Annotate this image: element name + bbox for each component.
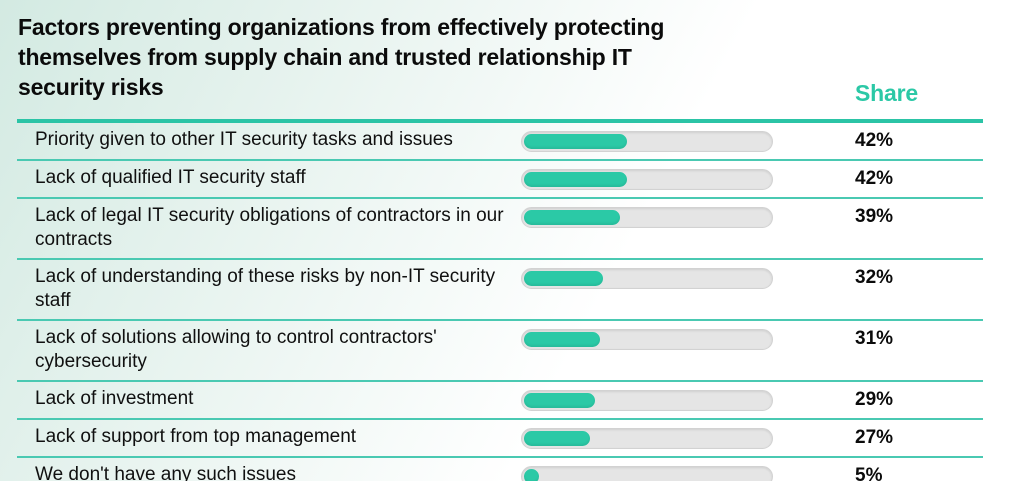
bar-track — [521, 169, 773, 190]
bar-fill — [524, 469, 539, 481]
bar-fill — [524, 134, 628, 149]
table-row: Lack of understanding of these risks by … — [17, 260, 983, 321]
bar-cell — [521, 387, 773, 411]
share-column-header: Share — [855, 80, 918, 106]
share-value: 42% — [855, 130, 894, 151]
factor-label: Lack of understanding of these risks by … — [35, 266, 496, 311]
bar-track — [521, 329, 773, 350]
bar-track — [521, 131, 773, 152]
factor-label: Lack of investment — [35, 388, 194, 409]
share-value: 29% — [855, 389, 894, 410]
bar-track — [521, 268, 773, 289]
factor-label: Lack of solutions allowing to control co… — [35, 327, 437, 372]
bar-track — [521, 428, 773, 449]
factor-label: Lack of legal IT security obligations of… — [35, 205, 504, 250]
factor-label: Lack of qualified IT security staff — [35, 167, 306, 188]
page-title: Factors preventing organizations from ef… — [18, 14, 665, 100]
bar-cell — [521, 166, 773, 190]
factor-label: Priority given to other IT security task… — [35, 129, 453, 150]
table-row: Lack of support from top management 27% — [17, 420, 983, 458]
share-value: 42% — [855, 168, 894, 189]
table-row: Priority given to other IT security task… — [17, 123, 983, 161]
bar-track — [521, 466, 773, 481]
bar-cell — [521, 204, 773, 228]
factors-table: Priority given to other IT security task… — [17, 119, 983, 481]
bar-fill — [524, 172, 628, 187]
bar-fill — [524, 393, 596, 408]
share-value: 5% — [855, 465, 883, 481]
bar-fill — [524, 210, 620, 225]
bar-cell — [521, 265, 773, 289]
table-row: Lack of solutions allowing to control co… — [17, 321, 983, 382]
bar-fill — [524, 271, 603, 286]
bar-track — [521, 207, 773, 228]
bar-cell — [521, 425, 773, 449]
table-row: Lack of legal IT security obligations of… — [17, 199, 983, 260]
bar-fill — [524, 431, 591, 446]
table-row: Lack of qualified IT security staff 42% — [17, 161, 983, 199]
bar-fill — [524, 332, 601, 347]
bar-cell — [521, 463, 773, 481]
factor-label: We don't have any such issues — [35, 464, 296, 481]
table-row: We don't have any such issues 5% — [17, 458, 983, 481]
bar-cell — [521, 326, 773, 350]
bar-cell — [521, 128, 773, 152]
bar-track — [521, 390, 773, 411]
table-row: Lack of investment 29% — [17, 382, 983, 420]
factor-label: Lack of support from top management — [35, 426, 357, 447]
share-value: 27% — [855, 427, 894, 448]
share-value: 39% — [855, 206, 894, 227]
share-value: 32% — [855, 267, 894, 288]
share-value: 31% — [855, 328, 894, 349]
